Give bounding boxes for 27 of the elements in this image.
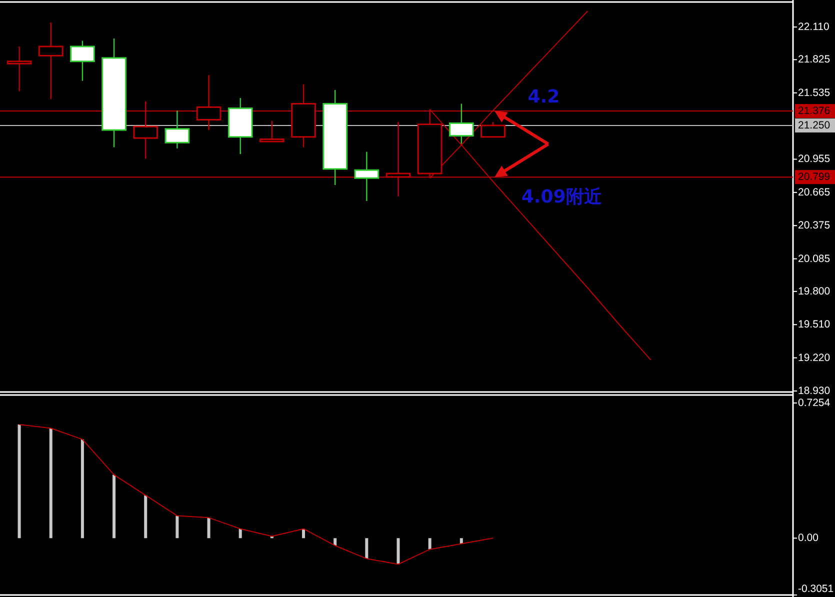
annotation: 4.09附近 (521, 186, 603, 208)
y-tick-label: 0.7254 (798, 397, 830, 409)
candlestick (70, 40, 95, 82)
y-tick-label: 21.535 (798, 86, 830, 99)
candlestick (38, 22, 64, 100)
candlestick (448, 103, 474, 144)
y-tick-label: 20.085 (798, 252, 830, 265)
y-tick-label: 19.220 (798, 352, 830, 364)
y-tick-label: 20.375 (798, 220, 830, 232)
candlestick (164, 110, 190, 149)
y-tick-label: 19.800 (798, 285, 830, 298)
y-tick-label: 22.110 (798, 21, 830, 34)
candlestick (354, 151, 380, 202)
candlestick (6, 46, 32, 92)
ref-line-label: 21.250 (798, 119, 830, 132)
y-tick-label: 18.930 (798, 385, 830, 397)
y-tick-label: 20.665 (798, 186, 830, 198)
y-tick-label: 20.955 (798, 153, 830, 166)
y-tick-label: 19.510 (798, 318, 830, 331)
candlestick (480, 121, 506, 138)
annotation: 4.2 (528, 86, 560, 108)
ref-line-label: 21.376 (798, 105, 830, 118)
y-tick-label: -0.3051 (798, 583, 834, 595)
y-tick-label: 21.825 (798, 54, 830, 66)
y-tick-label: 0.00 (798, 532, 819, 544)
ref-line-label: 20.799 (798, 171, 830, 184)
candlestick (259, 120, 284, 142)
